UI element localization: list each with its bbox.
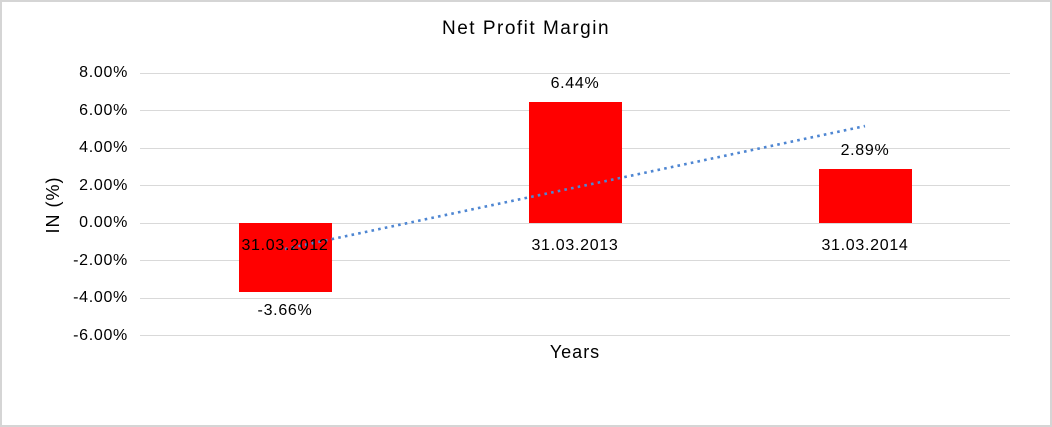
x-axis-title: Years [549, 342, 601, 362]
gridline-0.00% [140, 222, 1010, 224]
y-tick-label: 0.00% [79, 214, 128, 231]
chart-title: Net Profit Margin [441, 18, 611, 39]
y-tick-label: 4.00% [79, 139, 128, 156]
y-tick-label: 8.00% [79, 64, 128, 81]
x-category-label: 31.03.2012 [241, 237, 329, 254]
y-tick-label: -2.00% [73, 251, 128, 269]
y-tick-label: -6.00% [73, 326, 128, 344]
gridline--6.00% [140, 335, 1010, 336]
gridline--2.00% [140, 260, 1010, 261]
x-category-label: 31.03.2013 [531, 237, 619, 254]
bar-31.03.2014 [818, 168, 912, 223]
y-tick-label: -4.00% [73, 289, 128, 306]
bar-31.03.2013 [528, 102, 622, 223]
data-label--3.66%: -3.66% [257, 301, 313, 319]
y-tick-label: 2.00% [79, 176, 128, 194]
y-tick-label: 6.00% [79, 101, 128, 119]
x-category-label: 31.03.2014 [821, 237, 909, 254]
data-label-6.44%: 6.44% [550, 75, 600, 93]
gridline-8.00% [140, 72, 1010, 74]
bar-31.03.2012 [238, 223, 332, 292]
gridline--4.00% [140, 297, 1010, 299]
data-label-2.89%: 2.89% [840, 141, 890, 159]
